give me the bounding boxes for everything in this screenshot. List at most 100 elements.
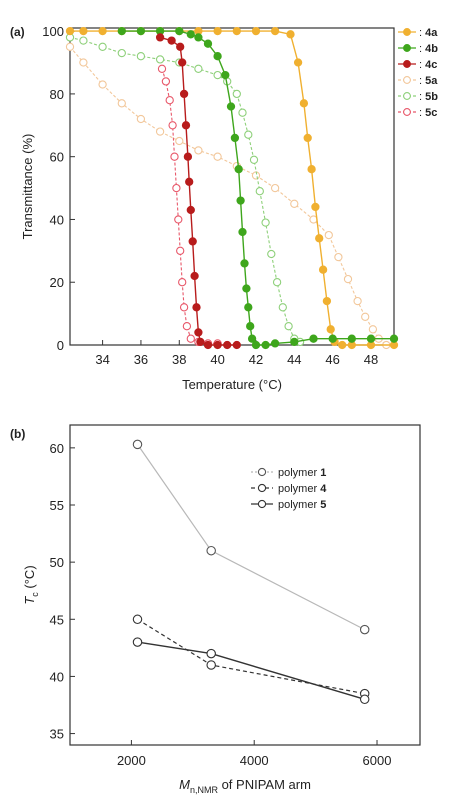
series-line-5a — [69, 46, 387, 346]
data-point-5b — [244, 130, 253, 139]
data-point-4c — [232, 340, 241, 350]
panel-a-chart: 34 36 38 40 42 44 46 48 0 20 40 60 80 100 Temperature … — [10, 24, 438, 392]
data-point-5c — [165, 96, 174, 105]
y-axis-label-symbol: T — [22, 596, 37, 605]
data-point-5a — [270, 183, 280, 193]
data-point-5b — [79, 36, 88, 45]
data-point-5a — [136, 114, 146, 124]
data-point-5b — [255, 187, 264, 196]
data-point-5a — [65, 42, 75, 51]
data-point-polymer-1 — [132, 439, 143, 450]
legend-label-polymer-1: 1 — [320, 467, 326, 479]
data-point-4a — [79, 26, 88, 36]
data-point-4b — [230, 133, 240, 143]
y-tick-label: 20 — [50, 275, 64, 290]
data-point-4b — [234, 165, 243, 174]
x-tick-label: 6000 — [363, 753, 392, 768]
legend-entry-4b: : 4b — [419, 43, 438, 55]
data-point-4b — [236, 196, 245, 205]
y-axis-label-text: (°C) — [22, 565, 37, 592]
data-point-4b — [270, 339, 280, 348]
data-point-polymer-1 — [206, 545, 216, 556]
data-point-5c — [172, 183, 181, 193]
legend-entry-5c: : 5c — [419, 107, 437, 119]
panel-label: (a) — [10, 25, 25, 39]
data-point-4a — [326, 325, 335, 334]
data-point-4b — [366, 334, 376, 343]
data-point-4c — [167, 36, 176, 45]
y-tick-label: 35 — [50, 727, 64, 742]
data-point-5c — [176, 246, 185, 255]
legend-marker-4b — [403, 44, 411, 52]
data-point-5b — [213, 70, 222, 80]
x-tick-label: 44 — [287, 352, 301, 367]
data-point-4b — [186, 30, 195, 39]
x-tick-label: 36 — [134, 352, 148, 367]
data-point-5b — [98, 42, 107, 51]
legend-label-polymer-4: 4 — [320, 483, 327, 495]
data-point-5a — [98, 80, 107, 89]
data-point-5c — [182, 322, 192, 331]
legend-entry-4a: : 4a — [419, 27, 438, 39]
legend-entry-5a: : 5a — [419, 75, 438, 87]
data-point-5c — [161, 77, 171, 86]
data-point-4b — [309, 334, 318, 343]
data-point-4a — [318, 265, 328, 274]
data-point-5c — [186, 334, 195, 343]
data-point-4b — [290, 337, 299, 347]
series-line-4a — [70, 30, 394, 346]
data-point-4a — [322, 296, 332, 306]
plot-frame — [69, 27, 395, 346]
data-point-5b — [272, 278, 282, 287]
data-point-polymer-5 — [132, 637, 143, 647]
legend-prefix: : — [419, 75, 425, 87]
x-tick-label: 48 — [364, 352, 378, 367]
data-point-4a — [98, 26, 107, 36]
data-point-5a — [334, 252, 343, 262]
plot-frame — [69, 424, 421, 746]
x-tick-label: 4000 — [240, 753, 269, 768]
legend-entry-polymer-1: polymer 1 — [278, 467, 326, 479]
y-tick-label: 50 — [50, 555, 64, 570]
data-point-5b — [278, 303, 287, 312]
data-point-4c — [179, 89, 189, 99]
legend-marker-5a — [403, 76, 411, 84]
x-tick-label: 38 — [172, 352, 186, 367]
data-point-5b — [155, 55, 165, 64]
data-point-4c — [155, 33, 165, 42]
data-point-4a — [338, 340, 347, 350]
data-point-4b — [203, 39, 213, 48]
series-line-5b — [69, 36, 301, 343]
legend-entry-5b: : 5b — [419, 91, 438, 103]
data-point-5a — [353, 296, 362, 306]
y-tick-label: 80 — [50, 87, 64, 102]
y-tick-label: 40 — [50, 669, 64, 684]
data-point-5b — [261, 218, 270, 227]
y-tick-label: 45 — [50, 612, 64, 627]
legend-label-polymer-5: 5 — [320, 499, 326, 511]
data-point-4b — [244, 303, 253, 312]
data-point-4a — [251, 26, 261, 36]
x-tick-label: 42 — [249, 352, 263, 367]
data-point-4b — [117, 26, 126, 36]
legend-marker-polymer-4 — [257, 483, 267, 493]
data-point-4b — [246, 322, 255, 331]
legend-prefix: : — [419, 59, 425, 71]
data-point-4b — [328, 334, 337, 343]
data-point-4c — [178, 58, 187, 67]
legend-label-5a: 5a — [425, 75, 438, 87]
legend-label-4b: 4b — [425, 43, 438, 55]
legend-entry-polymer-5: polymer 5 — [278, 499, 326, 511]
data-point-4b — [261, 340, 270, 350]
x-tick-label: 34 — [95, 352, 109, 367]
data-point-4b — [242, 284, 251, 293]
data-point-5a — [175, 136, 184, 146]
data-point-4b — [175, 26, 184, 36]
data-point-4b — [247, 334, 257, 343]
data-point-4c — [194, 328, 203, 337]
data-point-4a — [293, 58, 303, 67]
legend-marker-5b — [403, 92, 411, 100]
legend-prefix: polymer — [278, 483, 320, 495]
legend-entry-4c: : 4c — [419, 59, 437, 71]
data-point-4a — [311, 202, 320, 212]
